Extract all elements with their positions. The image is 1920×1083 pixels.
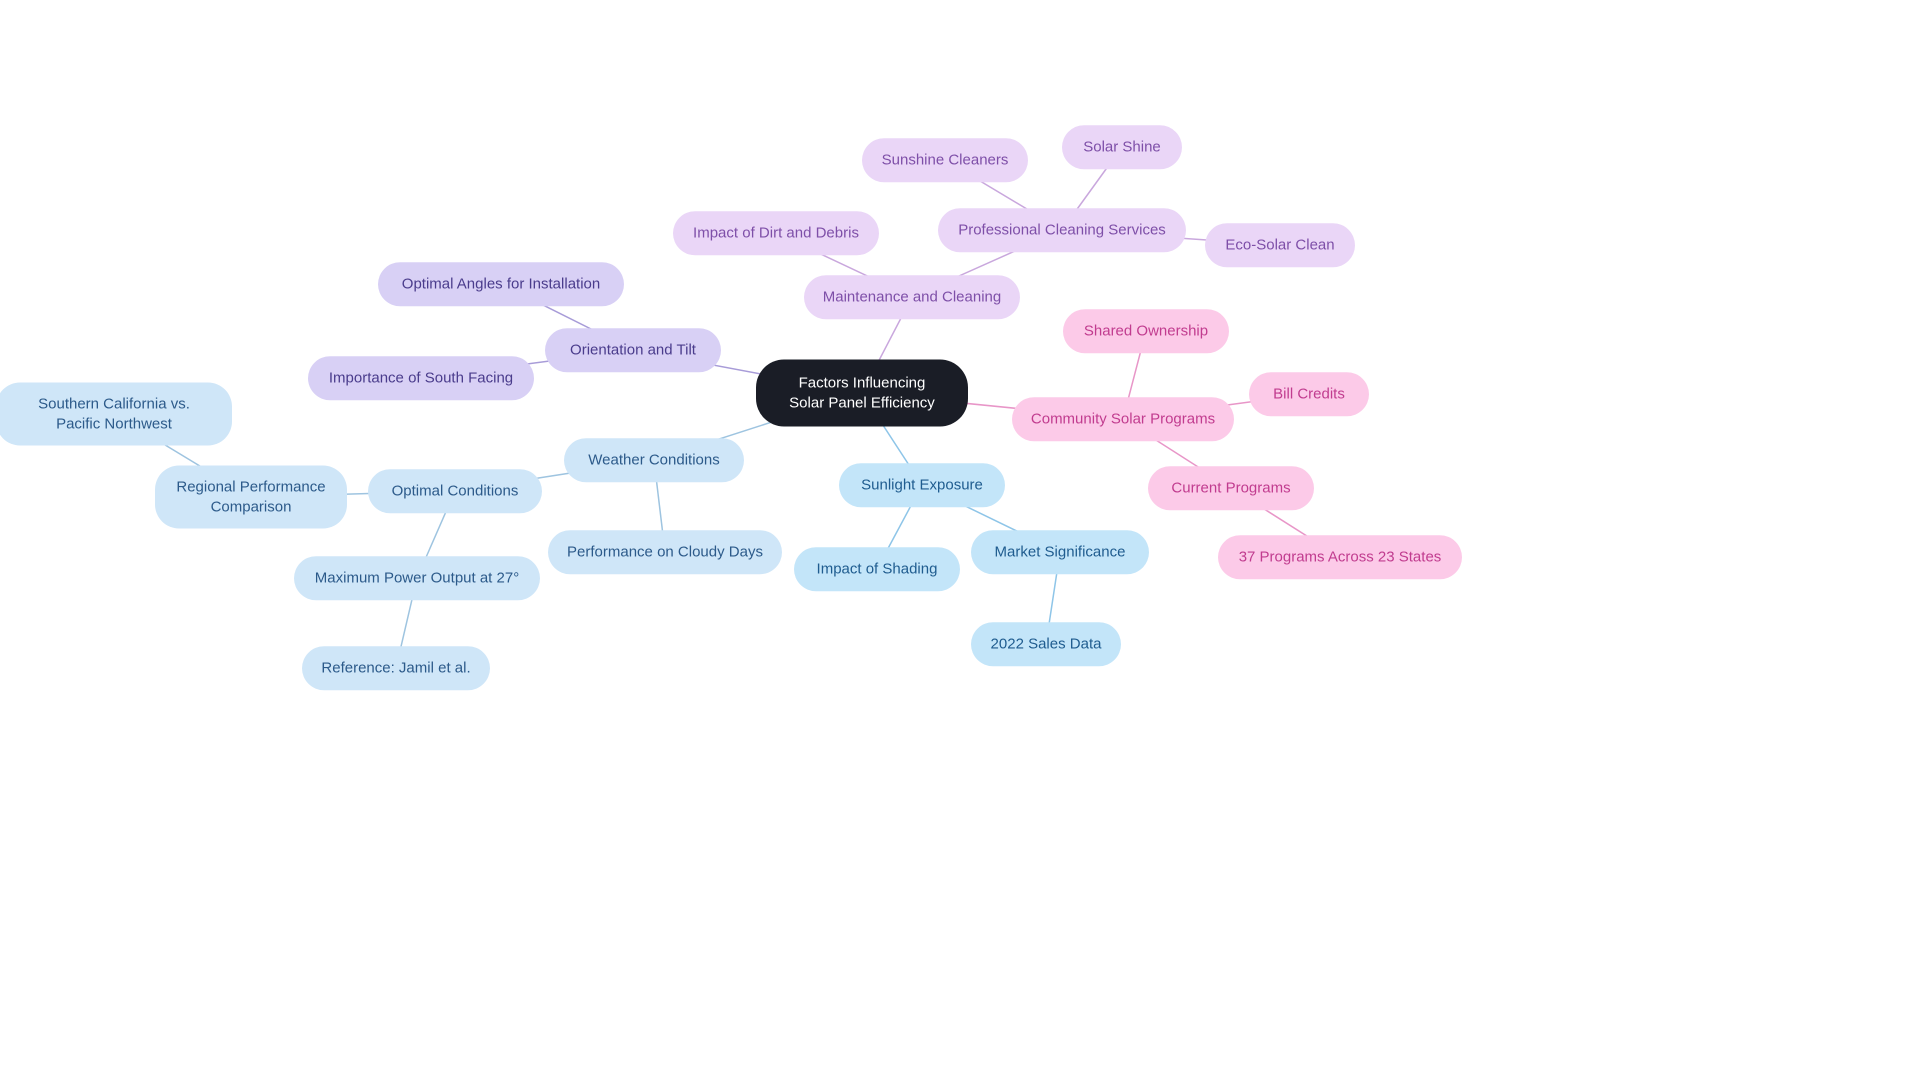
node-socal: Southern California vs. Pacific Northwes… [0,383,232,446]
mindmap-diagram: Factors Influencing Solar Panel Efficien… [0,0,1920,1083]
node-community: Community Solar Programs [1012,397,1234,441]
node-optimal_cond: Optimal Conditions [368,469,542,513]
node-shared: Shared Ownership [1063,309,1229,353]
node-orientation: Orientation and Tilt [545,328,721,372]
node-reference: Reference: Jamil et al. [302,646,490,690]
node-cleaning_services: Professional Cleaning Services [938,208,1186,252]
node-root: Factors Influencing Solar Panel Efficien… [756,360,968,427]
node-regional: Regional Performance Comparison [155,466,347,529]
node-cloudy: Performance on Cloudy Days [548,530,782,574]
node-eco_solar: Eco-Solar Clean [1205,223,1355,267]
node-current_prog: Current Programs [1148,466,1314,510]
node-max_power: Maximum Power Output at 27° [294,556,540,600]
node-south_facing: Importance of South Facing [308,356,534,400]
node-dirt_debris: Impact of Dirt and Debris [673,211,879,255]
node-maintenance: Maintenance and Cleaning [804,275,1020,319]
node-sales_data: 2022 Sales Data [971,622,1121,666]
node-weather: Weather Conditions [564,438,744,482]
node-bill_credits: Bill Credits [1249,372,1369,416]
node-programs_23: 37 Programs Across 23 States [1218,535,1462,579]
node-solar_shine: Solar Shine [1062,125,1182,169]
node-sunshine: Sunshine Cleaners [862,138,1028,182]
node-sunlight: Sunlight Exposure [839,463,1005,507]
node-optimal_angles: Optimal Angles for Installation [378,262,624,306]
node-market: Market Significance [971,530,1149,574]
node-shading: Impact of Shading [794,547,960,591]
